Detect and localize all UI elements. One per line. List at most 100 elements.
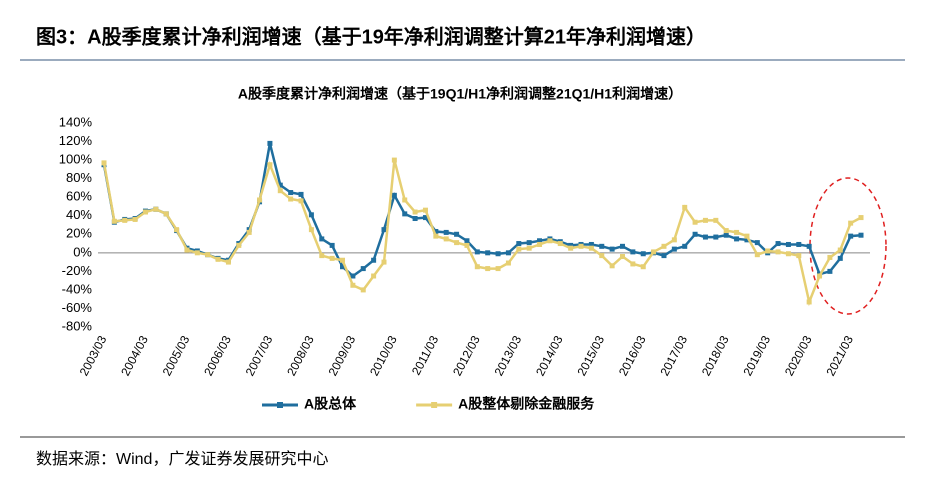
point-marker [433,233,439,239]
point-marker [485,250,491,256]
point-marker [257,197,263,203]
point-marker [754,240,760,246]
point-marker [267,140,273,146]
series-line [102,159,862,307]
point-marker [474,249,480,255]
y-tick-label: -80% [62,318,93,333]
point-marker [817,273,823,279]
point-marker [485,266,491,272]
point-marker [464,238,470,244]
x-tick-label: 2012/03 [450,333,483,378]
point-marker [402,197,408,203]
point-marker [443,236,449,242]
point-marker [609,246,615,252]
point-marker [848,220,854,226]
point-marker [692,231,698,237]
point-marker [796,253,802,259]
point-marker [713,217,719,223]
legend-marker [431,402,438,408]
point-marker [837,247,843,253]
point-marker [329,242,335,248]
point-marker [153,206,159,212]
x-tick-label: 2006/03 [201,333,234,378]
point-marker [215,256,221,262]
point-marker [640,264,646,270]
point-marker [609,263,615,269]
point-marker [630,261,636,267]
x-tick-label: 2021/03 [823,333,856,378]
x-tick-label: 2005/03 [160,333,193,378]
y-tick-label: 20% [66,226,92,241]
point-marker [391,157,397,163]
point-marker [174,227,180,233]
point-marker [184,247,190,253]
point-marker [319,236,325,242]
point-marker [371,257,377,263]
point-marker [702,234,708,240]
point-marker [858,232,864,238]
point-marker [495,251,501,257]
point-marker [454,231,460,237]
point-marker [723,228,729,234]
chart-title: A股季度累计净利润增速（基于19Q1/H1净利润调整21Q1/H1利润增速） [238,86,682,102]
point-marker [588,245,594,251]
point-marker [391,192,397,198]
point-marker [288,190,294,196]
point-marker [682,204,688,210]
point-marker [568,242,574,248]
point-marker [340,264,346,270]
point-marker [516,246,522,252]
point-marker [775,249,781,255]
point-marker [505,260,511,266]
x-tick-label: 2011/03 [409,333,441,377]
y-tick-label: 0% [73,244,92,259]
point-marker [132,216,138,222]
point-marker [599,243,605,249]
point-marker [122,217,128,223]
point-marker [785,241,791,247]
point-marker [526,240,532,246]
point-marker [827,268,833,274]
point-marker [454,240,460,246]
point-marker [713,234,719,240]
x-tick-label: 2014/03 [533,333,566,378]
point-marker [101,160,107,166]
point-marker [682,243,688,249]
point-marker [671,237,677,243]
y-tick-label: -40% [62,281,93,296]
point-marker [537,241,543,247]
point-marker [858,215,864,221]
point-marker [744,237,750,243]
x-tick-label: 2008/03 [284,333,317,378]
source-note: 数据来源：Wind，广发证券发展研究中心 [36,450,328,468]
x-tick-label: 2015/03 [574,333,607,378]
point-marker [350,282,356,288]
point-marker [381,259,387,265]
point-marker [111,218,117,224]
point-marker [402,211,408,217]
point-marker [308,227,314,233]
point-marker [796,241,802,247]
legend-label: A股整体剔除金融服务 [458,396,595,412]
point-marker [194,250,200,256]
x-tick-label: 2018/03 [699,333,732,378]
point-marker [557,241,563,247]
y-tick-label: 100% [59,152,93,167]
point-marker [360,266,366,272]
point-marker [329,255,335,261]
y-tick-label: 140% [59,114,93,129]
point-marker [526,245,532,251]
point-marker [516,241,522,247]
point-marker [142,209,148,215]
x-tick-label: 2009/03 [326,333,359,378]
legend-label: A股总体 [304,396,357,412]
point-marker [474,264,480,270]
point-marker [827,254,833,260]
point-marker [308,212,314,218]
point-marker [350,273,356,279]
point-marker [754,252,760,258]
point-marker [340,257,346,263]
point-marker [775,241,781,247]
point-marker [298,198,304,204]
